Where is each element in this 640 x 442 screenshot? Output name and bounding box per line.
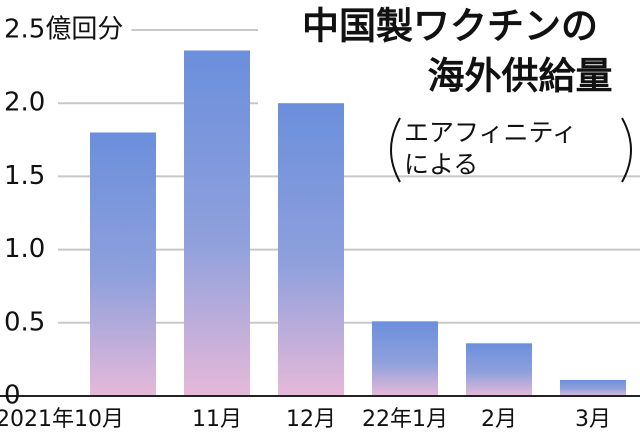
paren bbox=[621, 117, 632, 183]
x-tick-label: 2月 bbox=[481, 407, 517, 432]
paren bbox=[390, 117, 401, 183]
x-tick-label: 2021年10月 bbox=[0, 407, 124, 432]
y-tick-label: 0.5 bbox=[4, 307, 45, 337]
bars bbox=[90, 50, 626, 397]
x-tick-label: 3月 bbox=[575, 407, 611, 432]
source-note: エアフィニティ bbox=[404, 118, 577, 147]
y-tick-label: 2.5億回分 bbox=[4, 15, 123, 45]
title-backdrop bbox=[258, 0, 640, 110]
bar bbox=[372, 321, 438, 396]
y-tick-label: 2.0 bbox=[4, 88, 45, 118]
y-tick-label: 0 bbox=[4, 381, 21, 411]
source-note: による bbox=[404, 150, 478, 179]
chart-title: 中国製ワクチンの bbox=[302, 5, 598, 48]
x-tick-label: 12月 bbox=[286, 407, 336, 432]
x-tick-label: 11月 bbox=[192, 407, 242, 432]
bar bbox=[560, 379, 626, 396]
x-tick-label: 22年1月 bbox=[362, 407, 448, 432]
chart-title: 海外供給量 bbox=[428, 55, 613, 98]
y-tick-label: 1.0 bbox=[4, 234, 45, 264]
bar bbox=[466, 343, 532, 396]
bar bbox=[278, 103, 344, 396]
bar bbox=[90, 132, 156, 397]
bar bbox=[184, 50, 250, 396]
y-tick-label: 1.5 bbox=[4, 161, 45, 191]
